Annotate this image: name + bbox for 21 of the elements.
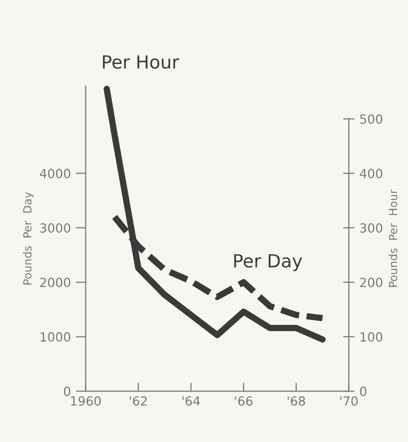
- y2-tick-label: 0: [360, 386, 366, 396]
- y2-tick-label: 200: [360, 278, 382, 288]
- x-tick-label: '68: [288, 396, 306, 406]
- series-label: Per Hour: [102, 55, 180, 69]
- y2-tick-label: 300: [360, 223, 382, 233]
- x-tick-label: '62: [130, 396, 147, 406]
- y2-tick-label: 500: [360, 114, 382, 124]
- y2-tick-label: 100: [360, 332, 382, 342]
- x-tick-label: '64: [182, 396, 200, 406]
- y-tick-label: 0: [64, 386, 70, 396]
- y-axis-title: Pounds Per Day: [22, 192, 34, 284]
- y2-axis-title: Pounds Per Hour: [388, 189, 398, 287]
- y-tick-label: 3000: [40, 223, 70, 233]
- x-tick-label: '66: [235, 396, 252, 406]
- x-tick-label: '70: [340, 396, 358, 406]
- y2-tick-label: 400: [360, 168, 382, 178]
- y-tick-label: 4000: [40, 168, 70, 178]
- series-label: Per Day: [234, 254, 302, 272]
- x-tick-label: 1960: [71, 396, 101, 406]
- y-tick-label: 1000: [40, 332, 70, 342]
- y-tick-label: 2000: [40, 278, 70, 288]
